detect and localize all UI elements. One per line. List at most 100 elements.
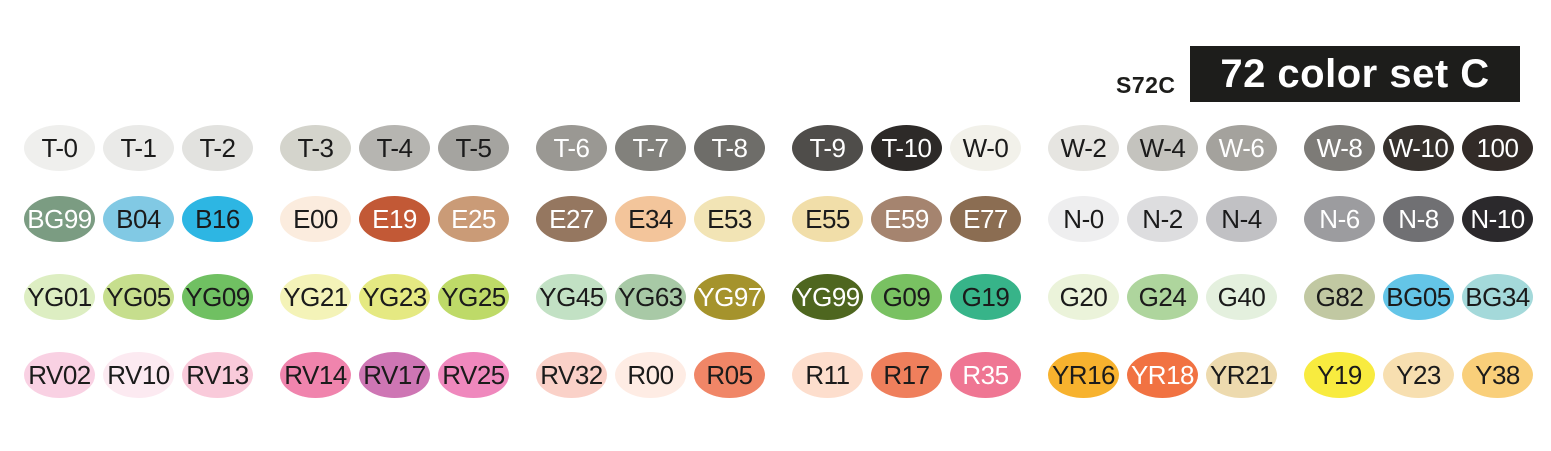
swatch-label: YG23	[362, 281, 427, 312]
swatch-label: E27	[549, 203, 594, 234]
swatch-t-4: T-4	[359, 125, 430, 171]
swatch-group: BG99 B04 B16	[24, 196, 253, 242]
swatch-y38: Y38	[1462, 352, 1533, 398]
swatch-yg23: YG23	[359, 274, 430, 320]
swatch-label: T-10	[881, 132, 932, 163]
swatch-label: YG21	[283, 281, 348, 312]
swatch-group: W-8 W-10 100	[1304, 125, 1533, 171]
swatch-e59: E59	[871, 196, 942, 242]
swatch-label: N-10	[1470, 203, 1525, 234]
swatch-bg05: BG05	[1383, 274, 1454, 320]
swatch-label: T-6	[553, 132, 590, 163]
swatch-w-4: W-4	[1127, 125, 1198, 171]
swatch-g40: G40	[1206, 274, 1277, 320]
swatch-group: G20 G24 G40	[1048, 274, 1277, 320]
swatch-label: G09	[882, 281, 931, 312]
swatch-label: B04	[116, 203, 161, 234]
swatch-label: RV13	[186, 359, 249, 390]
swatch-row: BG99 B04 B16 E00 E19 E25 E27 E34 E53 E55 E59 E77 N-0…	[24, 196, 1533, 242]
swatch-n-8: N-8	[1383, 196, 1454, 242]
swatch-yg21: YG21	[280, 274, 351, 320]
swatch-label: E25	[451, 203, 496, 234]
swatch-e53: E53	[694, 196, 765, 242]
swatch-group: E00 E19 E25	[280, 196, 509, 242]
swatch-group: YG01 YG05 YG09	[24, 274, 253, 320]
swatch-t-7: T-7	[615, 125, 686, 171]
swatch-w-2: W-2	[1048, 125, 1119, 171]
swatch-group: E27 E34 E53	[536, 196, 765, 242]
swatch-label: W-4	[1139, 132, 1186, 163]
swatch-label: T-1	[120, 132, 157, 163]
swatch-label: E53	[707, 203, 752, 234]
swatch-label: RV14	[284, 359, 347, 390]
swatch-label: YG01	[27, 281, 92, 312]
swatch-group: G82 BG05 BG34	[1304, 274, 1533, 320]
swatch-group: Y19 Y23 Y38	[1304, 352, 1533, 398]
swatch-yg09: YG09	[182, 274, 253, 320]
swatch-label: G19	[961, 281, 1010, 312]
swatch-label: W-2	[1060, 132, 1107, 163]
page-title: 72 color set C	[1220, 51, 1490, 96]
swatch-label: YG09	[185, 281, 250, 312]
swatch-label: W-8	[1316, 132, 1363, 163]
swatch-label: RV17	[363, 359, 426, 390]
swatch-group: RV14 RV17 RV25	[280, 352, 509, 398]
swatch-e34: E34	[615, 196, 686, 242]
swatch-yg63: YG63	[615, 274, 686, 320]
swatch-t-2: T-2	[182, 125, 253, 171]
swatch-label: YR18	[1130, 359, 1195, 390]
swatch-label: R17	[883, 359, 930, 390]
swatch-label: G82	[1315, 281, 1364, 312]
swatch-w-0: W-0	[950, 125, 1021, 171]
swatch-label: T-2	[199, 132, 236, 163]
swatch-t-0: T-0	[24, 125, 95, 171]
set-code-label: S72C	[1116, 72, 1176, 98]
swatch-b16: B16	[182, 196, 253, 242]
swatch-g82: G82	[1304, 274, 1375, 320]
swatch-r00: R00	[615, 352, 686, 398]
swatch-label: Y23	[1396, 359, 1441, 390]
swatch-yg01: YG01	[24, 274, 95, 320]
swatch-rv14: RV14	[280, 352, 351, 398]
swatch-label: G24	[1138, 281, 1187, 312]
swatch-label: YG05	[106, 281, 171, 312]
swatch-yg99: YG99	[792, 274, 863, 320]
swatch-group: RV32 R00 R05	[536, 352, 765, 398]
swatch-e19: E19	[359, 196, 430, 242]
swatch-label: R05	[706, 359, 753, 390]
swatch-n-10: N-10	[1462, 196, 1533, 242]
swatch-rv10: RV10	[103, 352, 174, 398]
swatch-label: YG45	[539, 281, 604, 312]
swatch-label: YG25	[441, 281, 506, 312]
swatch-label: E59	[884, 203, 929, 234]
swatch-label: E34	[628, 203, 673, 234]
swatch-e25: E25	[438, 196, 509, 242]
swatch-t-9: T-9	[792, 125, 863, 171]
swatch-group: YG99 G09 G19	[792, 274, 1021, 320]
swatch-rv25: RV25	[438, 352, 509, 398]
swatch-g24: G24	[1127, 274, 1198, 320]
swatch-label: R00	[627, 359, 674, 390]
swatch-rv32: RV32	[536, 352, 607, 398]
swatch-row: T-0 T-1 T-2 T-3 T-4 T-5 T-6 T-7 T-8 T-9 T-10 W-0 W-2…	[24, 125, 1533, 171]
swatch-label: RV10	[107, 359, 170, 390]
swatch-label: T-5	[455, 132, 492, 163]
swatch-label: R11	[805, 359, 850, 390]
swatch-label: YG97	[697, 281, 762, 312]
swatch-group: YG21 YG23 YG25	[280, 274, 509, 320]
swatch-100: 100	[1462, 125, 1533, 171]
swatch-group: T-6 T-7 T-8	[536, 125, 765, 171]
swatch-bg34: BG34	[1462, 274, 1533, 320]
swatch-t-10: T-10	[871, 125, 942, 171]
swatch-e77: E77	[950, 196, 1021, 242]
swatch-group: YR16 YR18 YR21	[1048, 352, 1277, 398]
swatch-label: Y38	[1475, 359, 1520, 390]
swatch-n-0: N-0	[1048, 196, 1119, 242]
swatch-label: R35	[962, 359, 1009, 390]
swatch-label: 100	[1476, 132, 1519, 163]
swatch-label: W-10	[1388, 132, 1449, 163]
swatch-yg05: YG05	[103, 274, 174, 320]
swatch-t-1: T-1	[103, 125, 174, 171]
swatch-label: BG34	[1465, 281, 1530, 312]
swatch-yg25: YG25	[438, 274, 509, 320]
